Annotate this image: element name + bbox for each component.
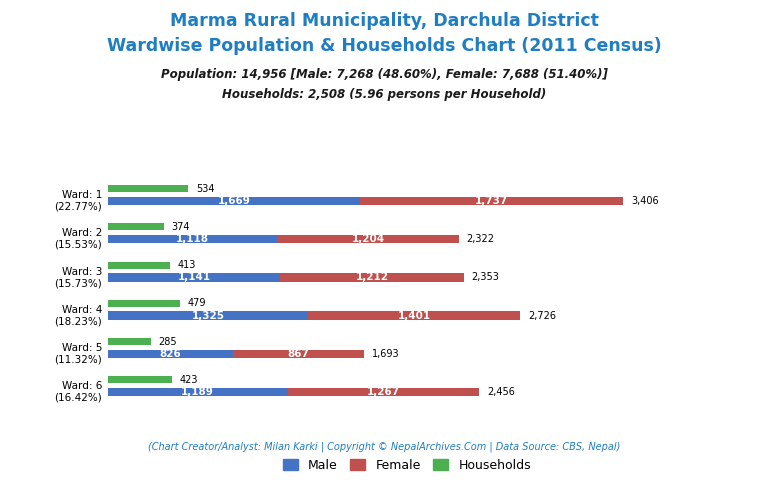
Bar: [108, 312, 308, 320]
Bar: [108, 350, 233, 358]
Text: 1,401: 1,401: [398, 311, 431, 320]
Text: Marma Rural Municipality, Darchula District: Marma Rural Municipality, Darchula Distr…: [170, 12, 598, 31]
Text: 374: 374: [172, 222, 190, 232]
Text: 1,118: 1,118: [176, 234, 209, 244]
Text: 867: 867: [287, 349, 310, 359]
Text: 1,267: 1,267: [367, 387, 400, 397]
Text: 1,141: 1,141: [177, 272, 210, 282]
Text: 826: 826: [159, 349, 181, 359]
Text: 2,726: 2,726: [528, 311, 556, 320]
Text: 1,693: 1,693: [372, 349, 399, 359]
Text: 2,322: 2,322: [467, 234, 495, 244]
Bar: [108, 262, 170, 269]
Bar: [108, 235, 276, 244]
Bar: [360, 197, 624, 205]
Bar: [108, 376, 171, 383]
Text: 285: 285: [158, 337, 177, 347]
Bar: [280, 273, 464, 282]
Bar: [108, 197, 360, 205]
Text: 2,456: 2,456: [487, 387, 515, 397]
Text: 1,737: 1,737: [475, 196, 508, 206]
Text: 3,406: 3,406: [631, 196, 658, 206]
Text: 1,189: 1,189: [181, 387, 214, 397]
Bar: [276, 235, 459, 244]
Bar: [233, 350, 364, 358]
Text: Population: 14,956 [Male: 7,268 (48.60%), Female: 7,688 (51.40%)]: Population: 14,956 [Male: 7,268 (48.60%)…: [161, 68, 607, 81]
Text: Wardwise Population & Households Chart (2011 Census): Wardwise Population & Households Chart (…: [107, 37, 661, 55]
Text: 423: 423: [179, 375, 197, 385]
Text: 2,353: 2,353: [472, 272, 499, 282]
Bar: [108, 388, 287, 396]
Bar: [108, 273, 280, 282]
Bar: [108, 300, 180, 307]
Text: 1,669: 1,669: [217, 196, 250, 206]
Bar: [108, 338, 151, 345]
Text: 1,325: 1,325: [191, 311, 224, 320]
Bar: [108, 185, 188, 192]
Legend: Male, Female, Households: Male, Female, Households: [278, 454, 536, 477]
Text: 413: 413: [177, 260, 196, 270]
Bar: [308, 312, 520, 320]
Text: 1,212: 1,212: [356, 272, 389, 282]
Text: 479: 479: [187, 298, 206, 308]
Text: (Chart Creator/Analyst: Milan Karki | Copyright © NepalArchives.Com | Data Sourc: (Chart Creator/Analyst: Milan Karki | Co…: [147, 441, 621, 452]
Bar: [108, 223, 164, 230]
Text: 1,204: 1,204: [352, 234, 385, 244]
Bar: [287, 388, 479, 396]
Text: Households: 2,508 (5.96 persons per Household): Households: 2,508 (5.96 persons per Hous…: [222, 88, 546, 101]
Text: 534: 534: [196, 184, 214, 194]
